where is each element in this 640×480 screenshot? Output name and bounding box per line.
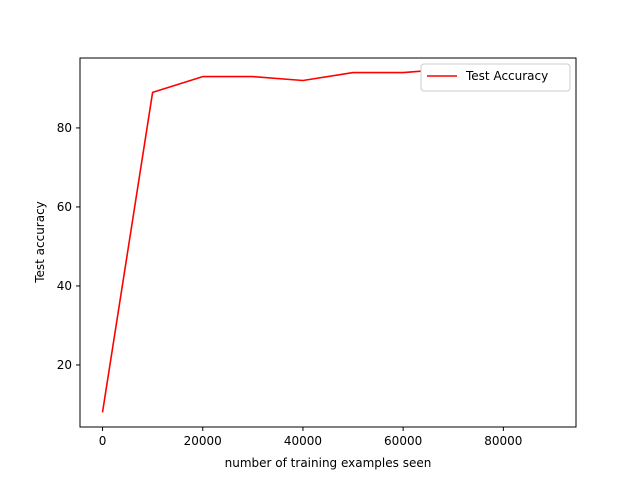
x-tick-label: 60000 [384,434,422,448]
x-tick-label: 80000 [484,434,522,448]
x-axis-label: number of training examples seen [225,456,432,470]
y-tick-label: 40 [57,279,72,293]
y-tick-label: 20 [57,358,72,372]
x-tick-label: 20000 [184,434,222,448]
legend: Test Accuracy [420,63,571,92]
y-axis-label: Test accuracy [33,201,47,284]
y-tick-label: 60 [57,200,72,214]
legend-label-test-accuracy: Test Accuracy [465,69,548,83]
x-tick-label: 40000 [284,434,322,448]
x-axis-ticks: 0 20000 40000 60000 80000 [99,427,522,448]
x-tick-label: 0 [99,434,107,448]
y-axis-ticks: 20 40 60 80 [57,121,80,372]
y-tick-label: 80 [57,121,72,135]
legend-box [420,63,571,92]
axes-frame [79,57,577,428]
